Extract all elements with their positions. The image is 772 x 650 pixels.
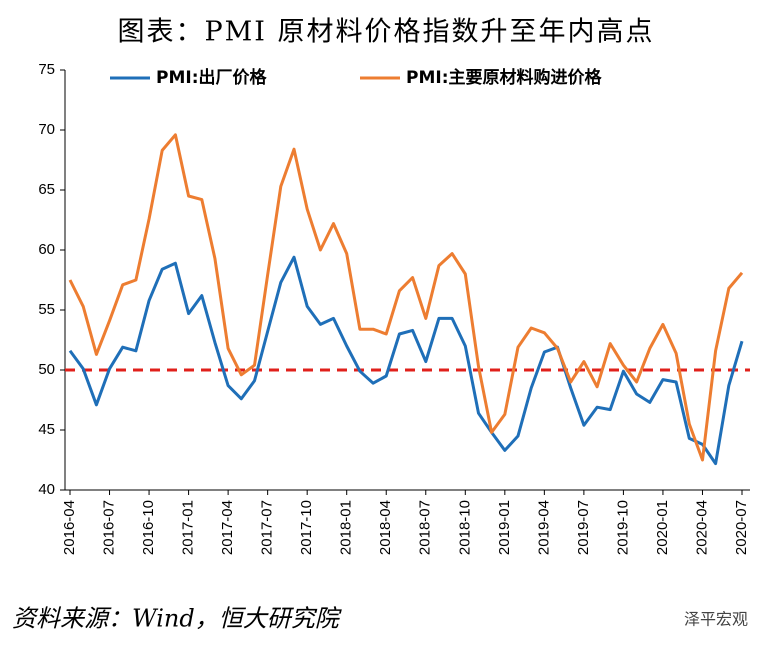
x-tick-label: 2020-07 [733, 500, 750, 555]
y-tick-label: 45 [38, 421, 55, 438]
x-tick-label: 2018-07 [417, 500, 434, 555]
y-tick-label: 50 [38, 361, 55, 378]
y-tick-label: 40 [38, 481, 55, 498]
x-tick-label: 2020-01 [654, 500, 671, 555]
x-tick-label: 2017-10 [298, 500, 315, 555]
y-tick-label: 75 [38, 61, 55, 78]
y-tick-label: 60 [38, 241, 55, 258]
x-tick-label: 2019-07 [575, 500, 592, 555]
x-tick-label: 2018-04 [377, 500, 394, 555]
y-tick-label: 70 [38, 121, 55, 138]
x-tick-label: 2017-04 [219, 500, 236, 555]
x-tick-label: 2016-10 [140, 500, 157, 555]
x-tick-label: 2017-01 [180, 500, 197, 555]
watermark: 泽平宏观 [684, 610, 748, 629]
y-tick-label: 55 [38, 301, 55, 318]
x-tick-label: 2019-04 [535, 500, 552, 555]
x-tick-label: 2017-07 [259, 500, 276, 555]
series-line [68, 255, 744, 466]
x-tick-label: 2018-01 [338, 500, 355, 555]
y-tick-label: 65 [38, 181, 55, 198]
legend-label: PMI:出厂价格 [156, 67, 267, 88]
series-line [68, 133, 744, 462]
chart-title: 图表：PMI 原材料价格指数升至年内高点 [117, 17, 654, 48]
x-tick-label: 2016-04 [61, 500, 78, 555]
x-tick-label: 2020-04 [693, 500, 710, 555]
legend-label: PMI:主要原材料购进价格 [406, 67, 602, 88]
x-tick-label: 2018-10 [456, 500, 473, 555]
x-tick-label: 2016-07 [100, 500, 117, 555]
x-tick-label: 2019-01 [496, 500, 513, 555]
x-tick-label: 2019-10 [614, 500, 631, 555]
source-note: 资料来源：Wind，恒大研究院 [12, 605, 343, 633]
